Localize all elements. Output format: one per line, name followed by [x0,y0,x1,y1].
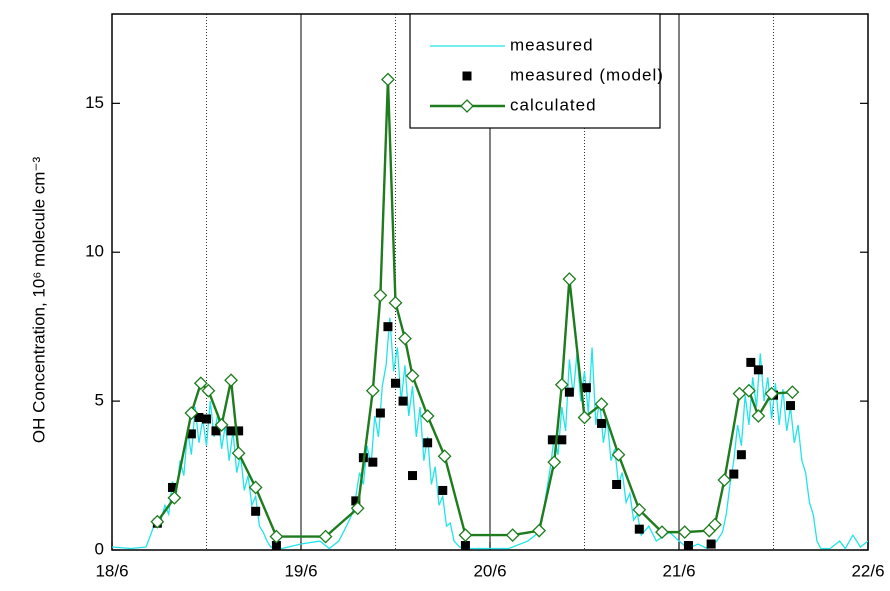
square-marker [753,365,763,375]
x-tick-label: 18/6 [95,561,128,580]
diamond-marker [577,410,592,425]
square-marker [368,457,378,467]
square-marker [167,482,177,492]
diamond-marker [388,295,403,310]
diamond-marker [381,72,395,87]
square-marker [706,539,716,549]
square-marker [271,541,281,550]
diamond-marker [269,529,284,544]
diamond-marker [405,368,420,383]
y-tick-label: 10 [85,242,104,261]
square-marker [462,71,472,81]
diamond-marker [167,490,182,505]
diamond-marker [547,455,562,470]
diamond-marker [677,525,692,540]
diamond-marker [184,406,199,420]
diamond-marker [460,99,474,113]
square-marker [564,387,574,397]
x-tick-label: 20/6 [473,561,506,580]
diamond-marker [398,331,412,346]
legend-label: calculated [510,95,597,114]
square-marker [234,426,244,436]
square-marker [547,435,557,445]
diamond-marker [562,272,577,286]
square-marker [194,412,204,422]
square-marker [438,485,448,495]
diamond-marker [365,383,380,398]
square-marker [202,414,211,424]
diamond-marker [318,529,333,544]
diamond-marker [350,501,365,516]
diamond-marker [751,409,766,423]
x-tick-label: 22/6 [851,561,884,580]
diamond-marker [248,480,263,495]
square-marker [398,396,408,406]
diamond-marker [717,473,732,487]
square-marker [351,496,361,506]
y-axis-label: OH Concentration, 10⁶ molecule cm⁻³ [29,157,48,444]
y-tick-label: 5 [95,391,104,410]
square-marker [746,357,756,367]
series-line [156,79,793,538]
square-marker [383,322,393,332]
square-marker [736,450,746,460]
legend-box [409,13,661,129]
diamond-marker [214,418,229,432]
diamond-marker [420,409,435,423]
square-marker [391,378,400,388]
square-marker [634,524,644,534]
square-marker [226,426,236,436]
diamond-marker [554,377,569,392]
diamond-marker [532,523,547,538]
diamond-marker [437,449,452,464]
x-tick-label: 19/6 [284,561,317,580]
diamond-marker [707,517,722,532]
square-marker [186,429,196,439]
diamond-marker [201,383,216,398]
square-marker [460,541,470,550]
diamond-marker [458,528,473,543]
square-marker [423,438,433,448]
diamond-marker [611,447,626,462]
square-marker [211,426,221,436]
square-marker [581,383,591,393]
diamond-marker [193,376,208,391]
legend-label: measured [510,35,594,54]
square-marker [375,408,385,418]
x-tick-label: 21/6 [662,561,695,580]
square-marker [251,506,261,516]
diamond-marker [231,446,246,461]
diamond-marker [655,525,669,540]
diamond-marker [785,385,800,400]
diamond-marker [594,397,609,412]
square-marker [612,479,622,489]
square-marker [786,401,796,411]
square-marker [597,418,607,428]
diamond-marker [764,386,779,401]
square-marker [683,541,693,550]
legend-label: measured (model) [510,65,664,84]
square-marker [729,469,739,479]
series-line [112,317,868,550]
plot-area [112,72,868,550]
diamond-marker [632,502,647,517]
diamond-marker [505,528,520,543]
square-marker [408,471,418,481]
y-tick-label: 15 [85,93,104,112]
y-tick-label: 0 [95,539,104,558]
diamond-marker [742,383,756,398]
legend: measured measured (model) calculated [409,13,664,129]
square-marker [557,435,567,445]
diamond-marker [373,288,388,303]
diamond-marker [224,373,238,388]
diamond-marker [150,514,165,529]
